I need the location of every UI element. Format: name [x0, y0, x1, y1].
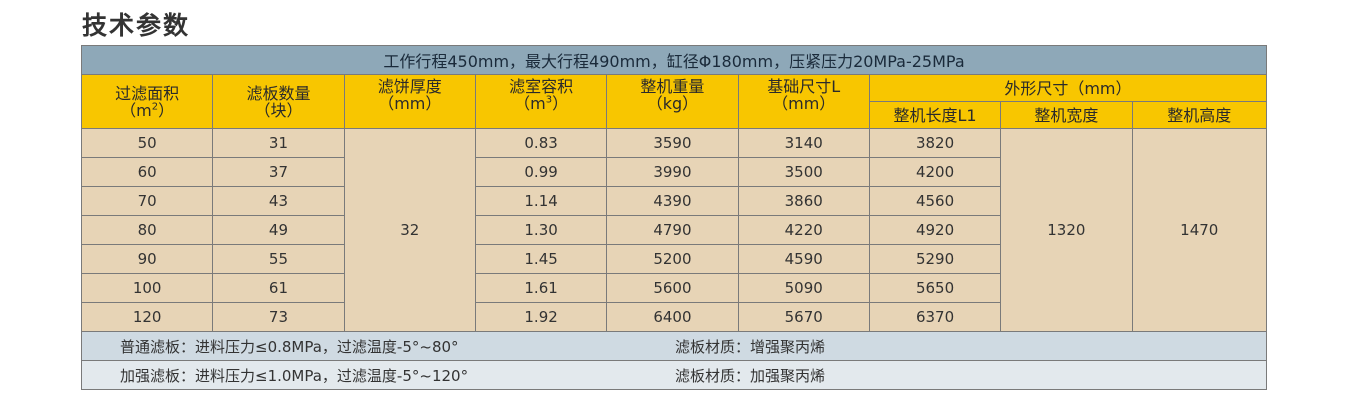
- header-label: 过滤面积: [115, 83, 180, 103]
- cell-volume: 1.61: [474, 273, 608, 303]
- cell-area: 90: [80, 244, 214, 274]
- cell-foundation: 4590: [737, 244, 870, 274]
- header-unit: （mm）: [772, 94, 836, 113]
- note-condition: 加强滤板：进料压力≤1.0MPa，过滤温度-5°~120°: [120, 366, 469, 385]
- header-weight: 整机重量 （kg）: [606, 74, 739, 129]
- header-label: 滤饼厚度: [377, 77, 442, 96]
- cell-area: 100: [80, 273, 214, 303]
- header-unit: （m3）: [514, 94, 569, 113]
- table-row: 70 43 1.14 4390 3860 4560: [80, 186, 1267, 216]
- cell-length: 5290: [868, 244, 1002, 274]
- cell-weight: 4390: [606, 186, 739, 216]
- header-height: 整机高度: [1131, 101, 1267, 129]
- cell-area: 50: [80, 128, 214, 158]
- table-row: 90 55 1.45 5200 4590 5290: [80, 244, 1267, 274]
- header-outline: 外形尺寸（mm）: [868, 74, 1268, 102]
- cell-foundation: 3860: [737, 186, 870, 216]
- header-cake-thickness: 滤饼厚度 （mm）: [343, 74, 476, 129]
- header-unit: （m2）: [120, 100, 175, 120]
- header-plate-count: 滤板数量 （块）: [212, 74, 345, 129]
- cell-foundation: 5670: [737, 302, 870, 332]
- header-unit: （块）: [254, 100, 303, 120]
- spec-table: 工作行程450mm，最大行程490mm，缸径Φ180mm，压紧压力20MPa-2…: [80, 45, 1268, 390]
- cell-weight: 4790: [606, 215, 739, 245]
- header-chamber-volume: 滤室容积 （m3）: [474, 74, 608, 129]
- note-row: 加强滤板：进料压力≤1.0MPa，过滤温度-5°~120° 滤板材质：加强聚丙烯: [81, 360, 1267, 390]
- cell-plates: 31: [212, 128, 345, 158]
- header-width: 整机宽度: [1000, 101, 1133, 129]
- cell-weight: 3990: [606, 157, 739, 187]
- header-foundation: 基础尺寸L （mm）: [737, 74, 870, 129]
- cell-volume: 0.99: [474, 157, 608, 187]
- table-row: 60 37 0.99 3990 3500 4200: [80, 157, 1267, 187]
- cell-weight: 5200: [606, 244, 739, 274]
- cell-volume: 1.92: [474, 302, 608, 332]
- cell-area: 80: [80, 215, 214, 245]
- cell-volume: 1.14: [474, 186, 608, 216]
- cell-foundation: 3140: [737, 128, 870, 158]
- cell-weight: 5600: [606, 273, 739, 303]
- header-filter-area: 过滤面积 （m2）: [80, 74, 214, 129]
- spec-banner: 工作行程450mm，最大行程490mm，缸径Φ180mm，压紧压力20MPa-2…: [81, 45, 1267, 75]
- cell-height: 1470: [1131, 128, 1267, 332]
- cell-length: 3820: [868, 128, 1002, 158]
- cell-length: 6370: [868, 302, 1002, 332]
- table-row: 120 73 1.92 6400 5670 6370: [80, 302, 1267, 332]
- header-label: 滤板数量: [246, 83, 311, 103]
- cell-plates: 49: [212, 215, 345, 245]
- cell-area: 120: [80, 302, 214, 332]
- cell-plates: 55: [212, 244, 345, 274]
- cell-length: 4560: [868, 186, 1002, 216]
- header-unit: （mm）: [378, 94, 442, 113]
- header-label: 基础尺寸L: [767, 77, 841, 96]
- cell-plates: 61: [212, 273, 345, 303]
- cell-area: 70: [80, 186, 214, 216]
- cell-width: 1320: [1000, 128, 1133, 332]
- note-material: 滤板材质：加强聚丙烯: [675, 366, 826, 385]
- cell-foundation: 4220: [737, 215, 870, 245]
- cell-plates: 73: [212, 302, 345, 332]
- header-label: 滤室容积: [509, 77, 574, 96]
- table-row: 100 61 1.61 5600 5090 5650: [80, 273, 1267, 303]
- cell-plates: 37: [212, 157, 345, 187]
- cell-area: 60: [80, 157, 214, 187]
- cell-foundation: 3500: [737, 157, 870, 187]
- section-title: 技术参数: [82, 11, 191, 40]
- header-unit: （kg）: [646, 94, 699, 113]
- cell-weight: 3590: [606, 128, 739, 158]
- note-condition: 普通滤板：进料压力≤0.8MPa，过滤温度-5°~80°: [120, 337, 459, 356]
- cell-foundation: 5090: [737, 273, 870, 303]
- cell-length: 4200: [868, 157, 1002, 187]
- note-row: 普通滤板：进料压力≤0.8MPa，过滤温度-5°~80° 滤板材质：增强聚丙烯: [81, 331, 1267, 361]
- cell-length: 4920: [868, 215, 1002, 245]
- cell-length: 5650: [868, 273, 1002, 303]
- cell-volume: 1.45: [474, 244, 608, 274]
- note-material: 滤板材质：增强聚丙烯: [675, 337, 826, 356]
- header-length: 整机长度L1: [868, 101, 1002, 129]
- cell-weight: 6400: [606, 302, 739, 332]
- table-row: 80 49 1.30 4790 4220 4920: [80, 215, 1267, 245]
- cell-volume: 0.83: [474, 128, 608, 158]
- header-label: 整机重量: [640, 77, 705, 96]
- cell-volume: 1.30: [474, 215, 608, 245]
- cell-thickness: 32: [343, 128, 476, 332]
- cell-plates: 43: [212, 186, 345, 216]
- table-row: 50 31 32 0.83 3590 3140 3820 1320 1470: [80, 128, 1267, 332]
